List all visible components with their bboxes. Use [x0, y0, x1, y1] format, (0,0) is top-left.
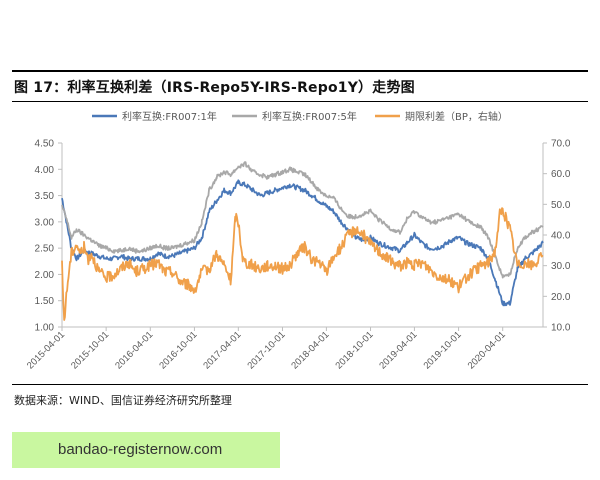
x-tick-label: 2016-04-01: [113, 329, 155, 371]
legend-label-3: 期限利差（BP，右轴）: [405, 110, 508, 123]
x-tick-label: 2019-10-01: [422, 329, 464, 371]
y-left-tick-label: 2.50: [35, 244, 55, 255]
y-right-tick-label: 40.0: [551, 231, 571, 242]
y-left-tick-label: 1.00: [35, 323, 55, 334]
y-left-tick-label: 3.50: [35, 191, 55, 202]
x-tick-label: 2020-04-01: [466, 329, 508, 371]
data-source-note: 数据来源：WIND、国信证券经济研究所整理: [14, 394, 232, 407]
series-line-2: [61, 161, 544, 279]
source-top-rule: [12, 384, 588, 385]
title-bottom-rule: [12, 101, 588, 102]
x-tick-label: 2018-04-01: [289, 329, 331, 371]
y-left-tick-label: 2.00: [35, 270, 55, 281]
y-right-tick-label: 50.0: [551, 200, 571, 211]
y-right-tick-label: 60.0: [551, 169, 571, 180]
x-tick-label: 2017-04-01: [201, 329, 243, 371]
x-tick-label: 2016-10-01: [157, 329, 199, 371]
y-left-tick-label: 4.50: [35, 139, 55, 150]
y-left-tick-label: 3.00: [35, 217, 55, 228]
series-line-1: [61, 179, 544, 307]
series-layer: [61, 161, 544, 321]
x-tick-label: 2015-04-01: [25, 329, 67, 371]
x-tick-label: 2018-10-01: [333, 329, 375, 371]
title-top-rule: [12, 70, 588, 72]
series-line-3: [61, 207, 544, 321]
y-left-tick-label: 1.50: [35, 296, 55, 307]
y-right-tick-label: 10.0: [551, 323, 571, 334]
y-right-tick-label: 70.0: [551, 139, 571, 150]
x-tick-label: 2015-10-01: [69, 329, 111, 371]
y-right-tick-label: 30.0: [551, 261, 571, 272]
x-tick-label: 2017-10-01: [245, 329, 287, 371]
figure-title: 图 17：利率互换利差（IRS-Repo5Y-IRS-Repo1Y）走势图: [14, 80, 415, 96]
y-left-tick-label: 4.00: [35, 165, 55, 176]
x-tick-label: 2019-04-01: [377, 329, 419, 371]
legend-label-1: 利率互换:FR007:1年: [122, 110, 217, 123]
legend-label-2: 利率互换:FR007:5年: [262, 110, 357, 123]
line-chart: 利率互换:FR007:1年 利率互换:FR007:5年 期限利差（BP，右轴） 1.…: [25, 110, 571, 371]
chart-axes: [58, 142, 547, 331]
watermark-banner-text: bandao-registernow.com: [58, 441, 223, 458]
y-right-tick-label: 20.0: [551, 292, 571, 303]
chart-legend: 利率互换:FR007:1年 利率互换:FR007:5年 期限利差（BP，右轴）: [92, 110, 508, 123]
watermark-banner: bandao-registernow.com: [12, 432, 280, 468]
